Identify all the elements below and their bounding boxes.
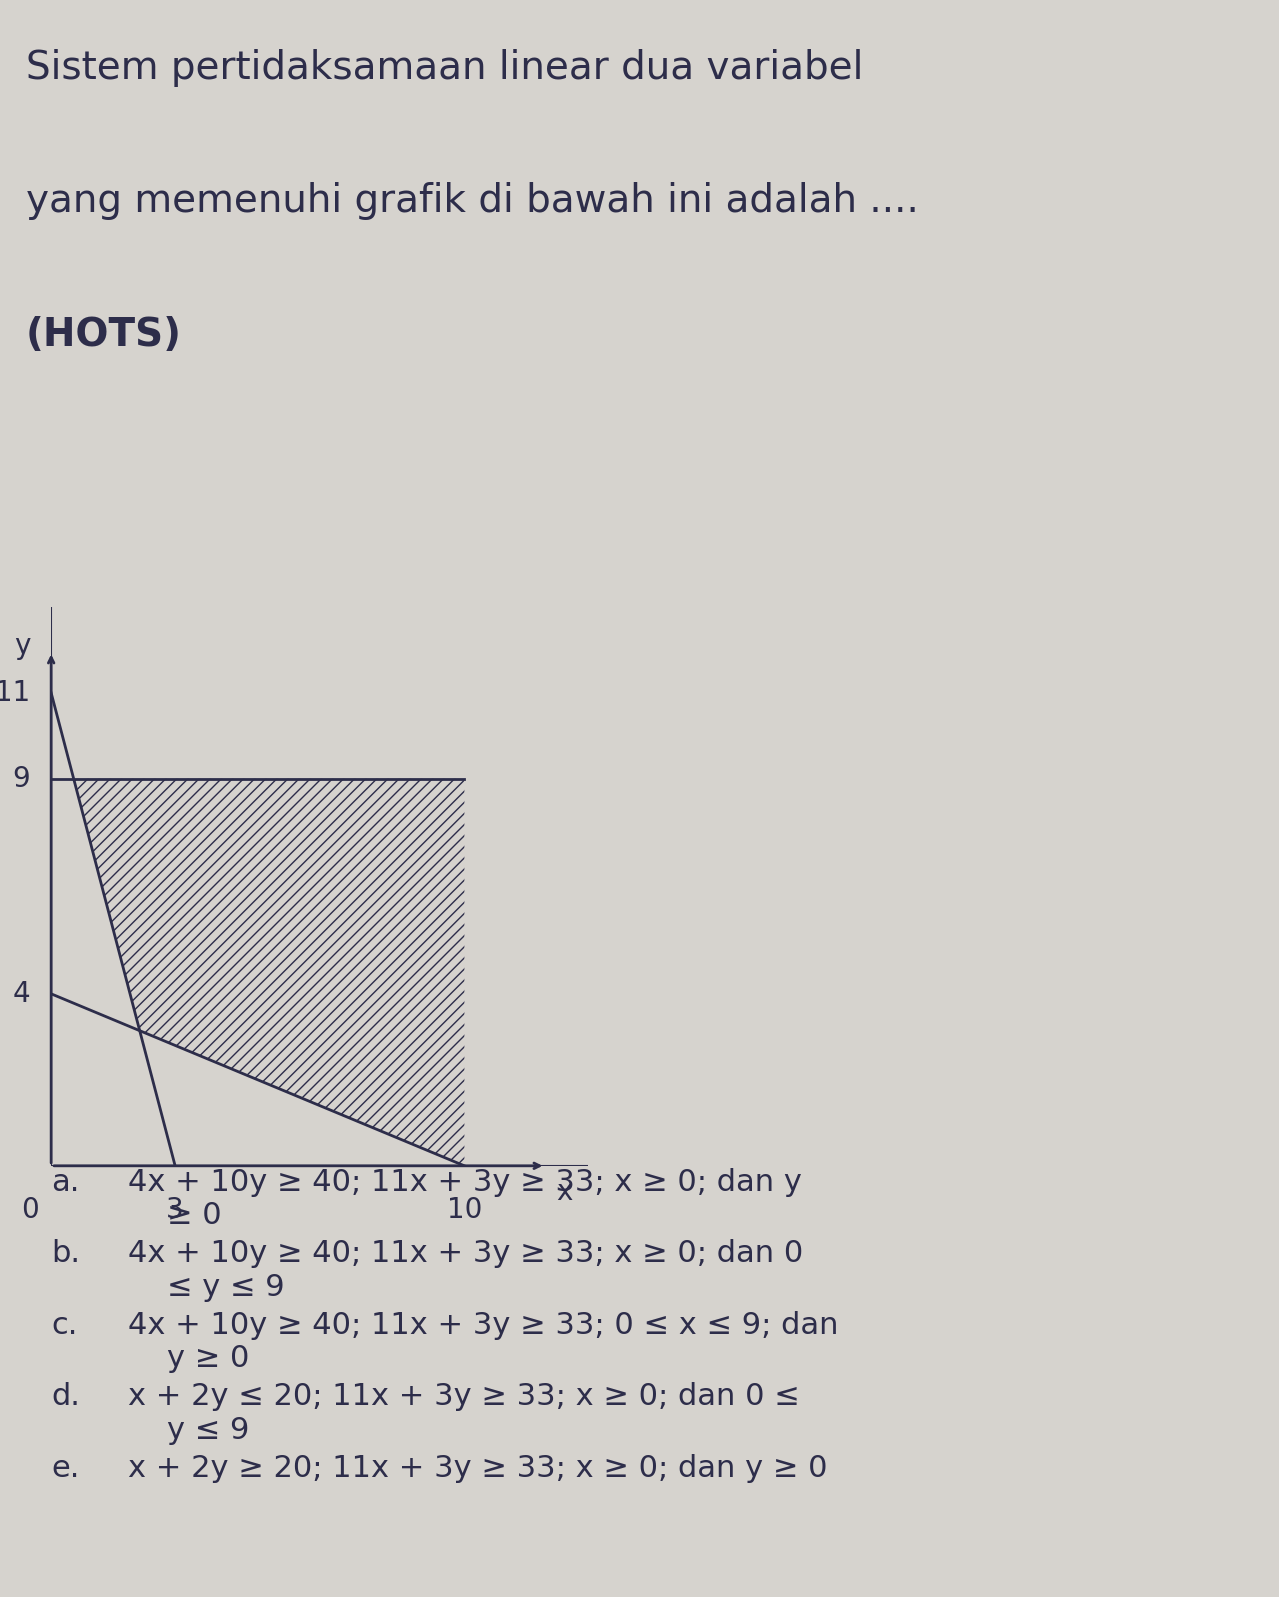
Text: e.: e. [51, 1453, 79, 1484]
Text: x + 2y ≤ 20; 11x + 3y ≥ 33; x ≥ 0; dan 0 ≤
    y ≤ 9: x + 2y ≤ 20; 11x + 3y ≥ 33; x ≥ 0; dan 0… [128, 1383, 799, 1445]
Text: y: y [14, 632, 31, 660]
Text: (HOTS): (HOTS) [26, 316, 182, 353]
Text: 0: 0 [22, 1196, 40, 1223]
Text: x: x [556, 1177, 573, 1206]
Text: 4: 4 [13, 981, 31, 1008]
Text: 3: 3 [166, 1196, 184, 1223]
Text: 4x + 10y ≥ 40; 11x + 3y ≥ 33; 0 ≤ x ≤ 9; dan
    y ≥ 0: 4x + 10y ≥ 40; 11x + 3y ≥ 33; 0 ≤ x ≤ 9;… [128, 1311, 839, 1373]
Text: Sistem pertidaksamaan linear dua variabel: Sistem pertidaksamaan linear dua variabe… [26, 48, 863, 86]
Text: yang memenuhi grafik di bawah ini adalah ....: yang memenuhi grafik di bawah ini adalah… [26, 182, 918, 220]
Text: 9: 9 [13, 765, 31, 792]
Text: 10: 10 [446, 1196, 482, 1223]
Text: 11: 11 [0, 679, 31, 707]
Text: b.: b. [51, 1239, 81, 1268]
Text: x + 2y ≥ 20; 11x + 3y ≥ 33; x ≥ 0; dan y ≥ 0: x + 2y ≥ 20; 11x + 3y ≥ 33; x ≥ 0; dan y… [128, 1453, 828, 1484]
Text: 4x + 10y ≥ 40; 11x + 3y ≥ 33; x ≥ 0; dan 0
    ≤ y ≤ 9: 4x + 10y ≥ 40; 11x + 3y ≥ 33; x ≥ 0; dan… [128, 1239, 803, 1302]
Text: 4x + 10y ≥ 40; 11x + 3y ≥ 33; x ≥ 0; dan y
    ≥ 0: 4x + 10y ≥ 40; 11x + 3y ≥ 33; x ≥ 0; dan… [128, 1167, 802, 1230]
Text: a.: a. [51, 1167, 79, 1196]
Text: d.: d. [51, 1383, 81, 1412]
Text: c.: c. [51, 1311, 78, 1340]
